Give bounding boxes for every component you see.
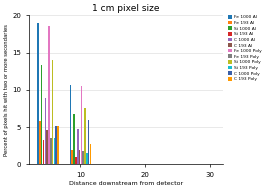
Bar bbox=[52, 60, 53, 164]
X-axis label: Distance downstream from detector: Distance downstream from detector bbox=[69, 181, 183, 186]
Bar bbox=[73, 114, 75, 164]
Bar bbox=[41, 65, 43, 164]
Bar bbox=[86, 153, 88, 164]
Bar bbox=[46, 130, 48, 164]
Bar bbox=[88, 120, 89, 164]
Bar bbox=[50, 138, 52, 164]
Bar bbox=[44, 98, 46, 164]
Bar bbox=[84, 108, 86, 164]
Bar bbox=[43, 140, 44, 164]
Bar bbox=[48, 26, 50, 164]
Bar bbox=[55, 126, 57, 164]
Bar bbox=[79, 150, 80, 164]
Y-axis label: Percent of pixels hit with two or more secondaries: Percent of pixels hit with two or more s… bbox=[4, 24, 9, 156]
Legend: Fe 1000 Al, Fe 193 Al, Si 1000 Al, Si 193 Al, C 1000 Al, C 193 Al, Fe 1000 Poly,: Fe 1000 Al, Fe 193 Al, Si 1000 Al, Si 19… bbox=[227, 15, 262, 82]
Title: 1 cm pixel size: 1 cm pixel size bbox=[92, 4, 160, 13]
Bar bbox=[82, 151, 84, 164]
Bar bbox=[53, 138, 55, 164]
Bar bbox=[57, 126, 59, 164]
Bar bbox=[39, 121, 41, 164]
Bar bbox=[81, 86, 82, 164]
Bar bbox=[90, 144, 91, 164]
Bar bbox=[70, 85, 71, 164]
Bar bbox=[72, 150, 73, 164]
Bar bbox=[37, 23, 39, 164]
Bar bbox=[77, 129, 78, 164]
Bar bbox=[75, 157, 77, 164]
